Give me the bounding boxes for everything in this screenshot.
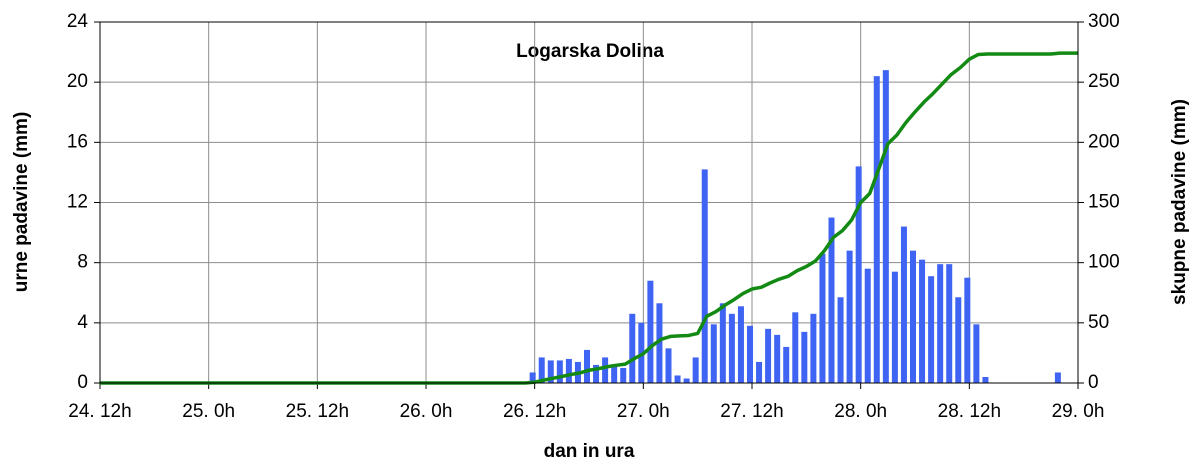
bar (846, 250, 853, 383)
x-tick-label: 24. 12h (68, 401, 131, 422)
bar (964, 277, 971, 383)
bar (728, 313, 735, 383)
x-tick-label: 28. 12h (938, 401, 1001, 422)
x-tick-label: 29. 0h (1052, 401, 1105, 422)
x-tick-label: 27. 0h (617, 401, 670, 422)
y-tick-label: 12 (67, 192, 88, 213)
bar (937, 264, 944, 383)
bar (647, 280, 654, 383)
x-tick-label: 26. 12h (503, 401, 566, 422)
bar (529, 372, 536, 383)
x-tick-label: 25. 0h (182, 401, 235, 422)
x-tick-label: 28. 0h (834, 401, 887, 422)
y2-tick-label: 0 (1088, 372, 1099, 393)
bar (674, 375, 681, 383)
bar (692, 357, 699, 383)
bar (900, 226, 907, 383)
bar (873, 76, 880, 384)
y2-axis-label: skupne padavine (mm) (1169, 99, 1190, 305)
y2-tick-label: 100 (1088, 252, 1120, 273)
bar (837, 297, 844, 383)
bar (810, 313, 817, 383)
bar (955, 297, 962, 383)
bar (982, 376, 989, 383)
y2-tick-label: 250 (1088, 71, 1120, 92)
bar (556, 360, 563, 383)
y2-tick-label: 50 (1088, 312, 1109, 333)
bar (819, 253, 826, 383)
bar (828, 217, 835, 383)
bar (783, 346, 790, 383)
plot-border (99, 21, 1079, 384)
x-tick-label: 25. 12h (286, 401, 349, 422)
y-tick-label: 0 (77, 372, 88, 393)
y2-tick-label: 300 (1088, 11, 1120, 32)
y2-tick-label: 200 (1088, 131, 1120, 152)
bar (593, 364, 600, 383)
y-axis-label: urne padavine (mm) (11, 112, 32, 293)
y-tick-label: 16 (67, 131, 88, 152)
bar (919, 259, 926, 383)
bar (882, 70, 889, 383)
bar (973, 324, 980, 383)
y2-tick-label: 150 (1088, 192, 1120, 213)
bar (756, 361, 763, 383)
bar (620, 367, 627, 383)
bar (683, 378, 690, 383)
bar (747, 325, 753, 383)
y-tick-label: 24 (67, 11, 89, 32)
bar (928, 276, 935, 383)
bar (864, 268, 871, 383)
bar (602, 357, 609, 383)
bar (774, 334, 781, 383)
bar (629, 313, 636, 383)
bar (765, 328, 772, 383)
bar (737, 306, 744, 383)
bar (946, 264, 953, 383)
bar (565, 358, 572, 383)
bar (710, 324, 717, 383)
bar (910, 250, 916, 383)
bar (801, 331, 808, 383)
bar (792, 312, 799, 383)
x-axis-label: dan in ura (544, 441, 635, 462)
bar (719, 303, 726, 383)
x-tick-label: 27. 12h (720, 401, 783, 422)
bar (538, 357, 545, 383)
y-tick-label: 8 (77, 252, 88, 273)
bar (611, 364, 618, 383)
x-tick-label: 26. 0h (400, 401, 453, 422)
y-tick-label: 4 (77, 312, 88, 333)
bar (891, 271, 898, 383)
bar (855, 166, 862, 383)
bar (701, 169, 708, 383)
chart-title: Logarska Dolina (516, 41, 664, 62)
bar (1054, 372, 1061, 383)
y-tick-label: 20 (67, 71, 88, 92)
bar (665, 348, 672, 383)
bar (656, 303, 663, 383)
bar (584, 349, 590, 383)
bar (547, 360, 554, 383)
